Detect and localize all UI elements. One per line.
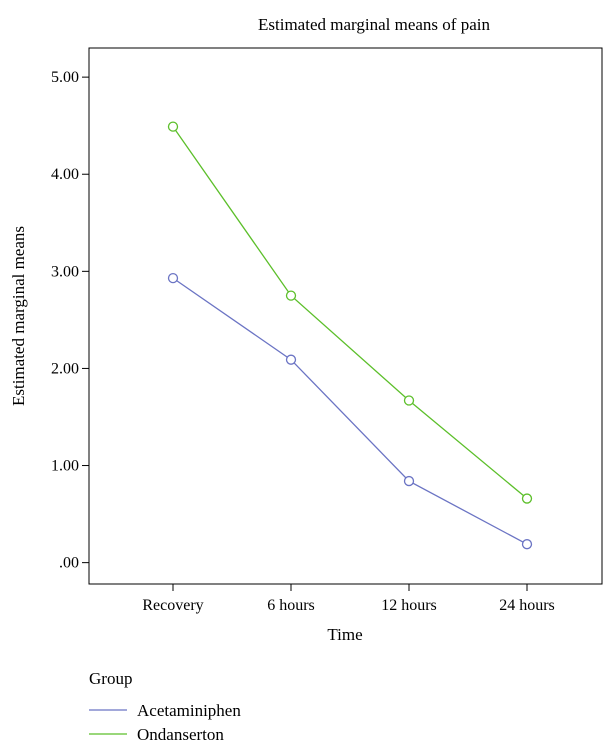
- series-line: [172, 277, 528, 545]
- x-axis: Recovery 6 hours 12 hours 24 hours: [142, 584, 555, 614]
- plot-frame: [88, 47, 603, 585]
- series-point: [167, 121, 179, 132]
- y-tick-label: 1.00: [51, 458, 79, 475]
- series-point: [521, 493, 533, 504]
- x-tick-label: Recovery: [142, 597, 203, 614]
- y-axis: .00 1.00 2.00 3.00 4.00 5.00: [51, 69, 89, 572]
- series-point: [167, 272, 179, 284]
- legend: Acetaminiphen Ondanserton: [89, 701, 241, 744]
- series-point: [403, 475, 415, 487]
- series-point: [285, 290, 297, 301]
- series-1: [167, 121, 533, 504]
- y-axis-label: Estimated marginal means: [9, 226, 28, 406]
- x-tick-label: 12 hours: [381, 597, 437, 614]
- legend-title: Group: [89, 669, 132, 688]
- series-layer: [167, 121, 533, 550]
- series-point: [521, 539, 533, 550]
- chart-title: Estimated marginal means of pain: [258, 15, 490, 34]
- y-tick-label: 4.00: [51, 166, 79, 183]
- y-tick-label: 2.00: [51, 360, 79, 377]
- y-tick-label: 5.00: [51, 69, 79, 86]
- series-0: [167, 272, 533, 550]
- legend-entry: Ondanserton: [137, 725, 224, 744]
- x-tick-label: 24 hours: [499, 597, 555, 614]
- series-point: [403, 395, 415, 406]
- x-tick-label: 6 hours: [267, 597, 315, 614]
- x-axis-label: Time: [327, 625, 362, 644]
- legend-entry: Acetaminiphen: [137, 701, 241, 720]
- series-point: [285, 354, 297, 365]
- y-tick-label: .00: [59, 555, 79, 572]
- y-tick-label: 3.00: [51, 263, 79, 280]
- series-line: [172, 126, 528, 500]
